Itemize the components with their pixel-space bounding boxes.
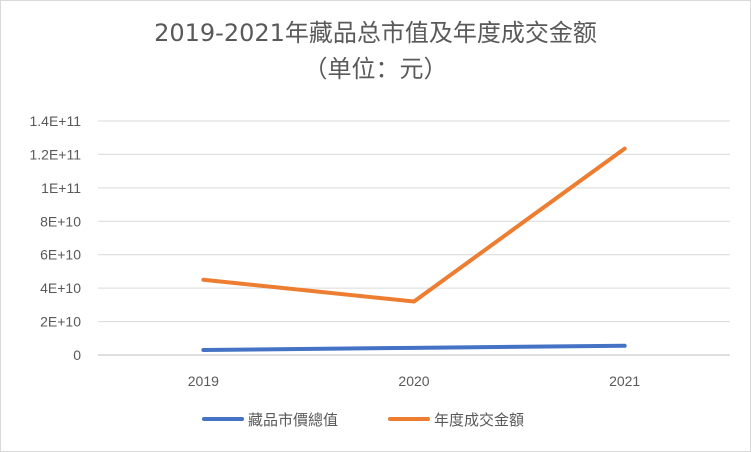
y-tick-label: 6E+10 [40, 247, 81, 263]
y-tick-label: 8E+10 [40, 213, 81, 229]
series-line-1 [201, 343, 627, 352]
legend-label-2: 年度成交金額 [434, 411, 524, 429]
x-tick-label: 2021 [609, 373, 640, 389]
y-tick-label: 1E+11 [41, 180, 81, 196]
chart-subtitle: （单位：元） [303, 55, 448, 83]
x-axis: 2019 2020 2021 [188, 373, 641, 389]
legend: 藏品市價總值 年度成交金額 [202, 411, 524, 429]
y-axis: 0 2E+10 4E+10 6E+10 8E+10 1E+11 1.2E+11 1.4E+11 [29, 113, 81, 363]
y-tick-label: 0 [73, 347, 81, 363]
gridlines [98, 120, 730, 356]
series-line-2 [201, 146, 627, 304]
x-tick-label: 2020 [398, 373, 429, 389]
legend-label-1: 藏品市價總值 [248, 411, 338, 429]
chart-title: 2019-2021年藏品总市值及年度成交金额 （单位：元） [1, 15, 750, 87]
series-lines [201, 146, 627, 352]
y-tick-label: 2E+10 [40, 314, 81, 330]
y-tick-label: 1.4E+11 [29, 113, 81, 129]
y-tick-label: 1.2E+11 [29, 146, 81, 162]
x-tick-label: 2019 [188, 373, 219, 389]
chart-title-main: 2019-2021年藏品总市值及年度成交金额 [154, 19, 597, 47]
y-tick-label: 4E+10 [40, 280, 81, 296]
